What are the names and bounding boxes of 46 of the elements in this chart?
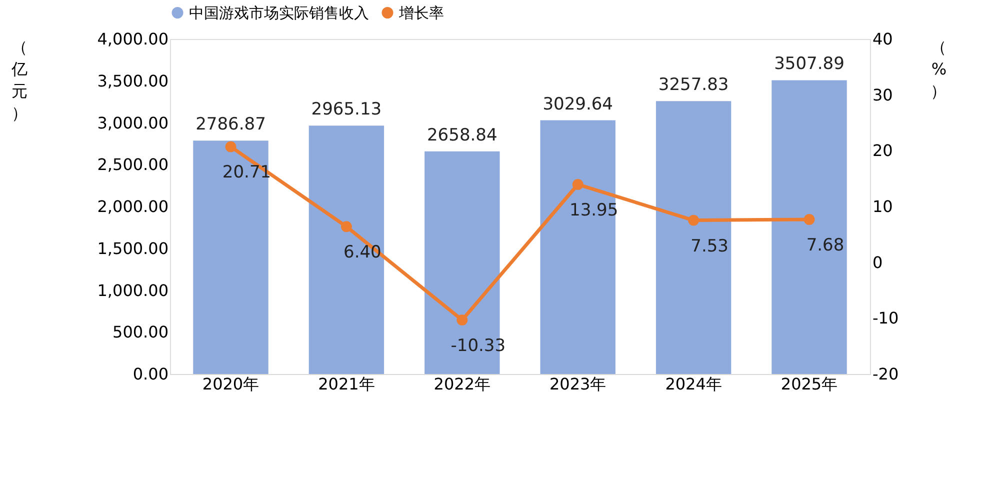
data-label: 6.40	[344, 242, 382, 263]
x-tick-label: 2024年	[665, 374, 722, 394]
x-tick-label: 2025年	[780, 374, 838, 394]
x-tick-label: 2022年	[434, 374, 491, 394]
point	[688, 214, 700, 226]
data-label: 2786.87	[196, 114, 266, 135]
data-label: 7.53	[690, 236, 728, 256]
y2-tick-label: -10	[872, 308, 899, 328]
y-tick-label: 2,000.00	[97, 197, 168, 216]
y-tick-label: 500.00	[112, 322, 168, 342]
point	[572, 178, 584, 190]
legend-label: 增长率	[398, 4, 444, 22]
point	[456, 314, 468, 326]
y2-tick-label: 30	[872, 85, 893, 104]
x-tick-label: 2021年	[318, 374, 375, 394]
y2-axis-title: （%）	[930, 38, 947, 100]
bar	[772, 80, 847, 374]
y2-tick-label: 20	[872, 141, 893, 160]
y2-tick-label: 10	[872, 197, 893, 216]
y-axis-title: （亿元）	[10, 38, 28, 122]
data-label: 3507.89	[774, 54, 844, 74]
x-tick-label: 2023年	[549, 374, 606, 394]
y-tick-label: 3,000.00	[97, 113, 168, 132]
y-tick-label: 0.00	[132, 364, 168, 384]
point	[225, 141, 236, 152]
bar	[540, 120, 616, 374]
x-tick-label: 2020年	[202, 374, 260, 394]
point	[340, 221, 352, 232]
bar	[656, 101, 732, 374]
data-label: 3257.83	[658, 75, 729, 96]
bar	[193, 140, 268, 374]
y-tick-label: 1,000.00	[97, 280, 168, 300]
data-label: 2658.84	[426, 125, 498, 146]
y-tick-label: 4,000.00	[97, 30, 168, 48]
y2-tick-label: 40	[872, 30, 893, 48]
data-label: 3029.64	[542, 94, 614, 114]
legend-label: 中国游戏市场实际销售收入	[189, 4, 369, 22]
y2-tick-label: 0	[872, 252, 883, 272]
y-tick-label: 2,500.00	[97, 155, 168, 174]
y-tick-label: 1,500.00	[97, 238, 168, 258]
point	[804, 214, 815, 225]
y2-tick-label: -20	[872, 364, 899, 384]
y-tick-label: 3,500.00	[97, 71, 168, 90]
data-label: 2965.13	[311, 100, 382, 120]
bar	[308, 126, 384, 374]
data-label: 7.68	[806, 235, 844, 256]
